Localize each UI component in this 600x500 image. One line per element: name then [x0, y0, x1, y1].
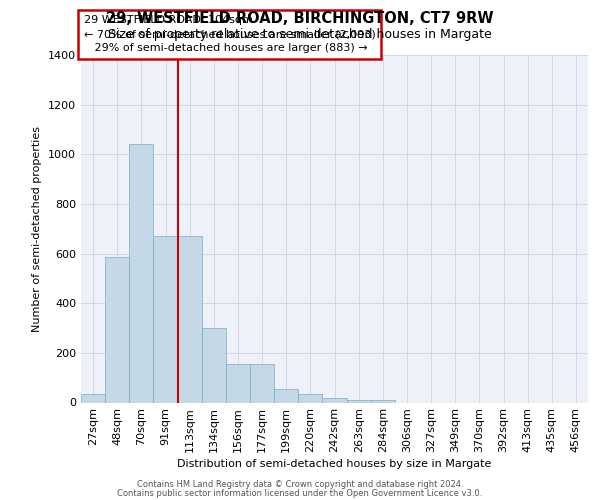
Bar	[202, 328, 226, 402]
Bar	[129, 144, 154, 402]
Bar	[81, 394, 105, 402]
X-axis label: Distribution of semi-detached houses by size in Margate: Distribution of semi-detached houses by …	[178, 460, 491, 469]
Bar	[154, 236, 178, 402]
Bar	[250, 364, 274, 403]
Text: Contains public sector information licensed under the Open Government Licence v3: Contains public sector information licen…	[118, 489, 482, 498]
Bar	[105, 258, 129, 402]
Bar	[298, 394, 322, 402]
Text: 29, WESTFIELD ROAD, BIRCHINGTON, CT7 9RW: 29, WESTFIELD ROAD, BIRCHINGTON, CT7 9RW	[106, 11, 494, 26]
Y-axis label: Number of semi-detached properties: Number of semi-detached properties	[32, 126, 43, 332]
Text: Contains HM Land Registry data © Crown copyright and database right 2024.: Contains HM Land Registry data © Crown c…	[137, 480, 463, 489]
Bar	[226, 364, 250, 403]
Bar	[274, 389, 298, 402]
Bar	[347, 400, 371, 402]
Bar	[322, 398, 347, 402]
Bar	[178, 236, 202, 402]
Text: 29 WESTFIELD ROAD: 104sqm
← 70% of semi-detached houses are smaller (2,093)
   2: 29 WESTFIELD ROAD: 104sqm ← 70% of semi-…	[83, 16, 375, 54]
Text: Size of property relative to semi-detached houses in Margate: Size of property relative to semi-detach…	[108, 28, 492, 41]
Bar	[371, 400, 395, 402]
